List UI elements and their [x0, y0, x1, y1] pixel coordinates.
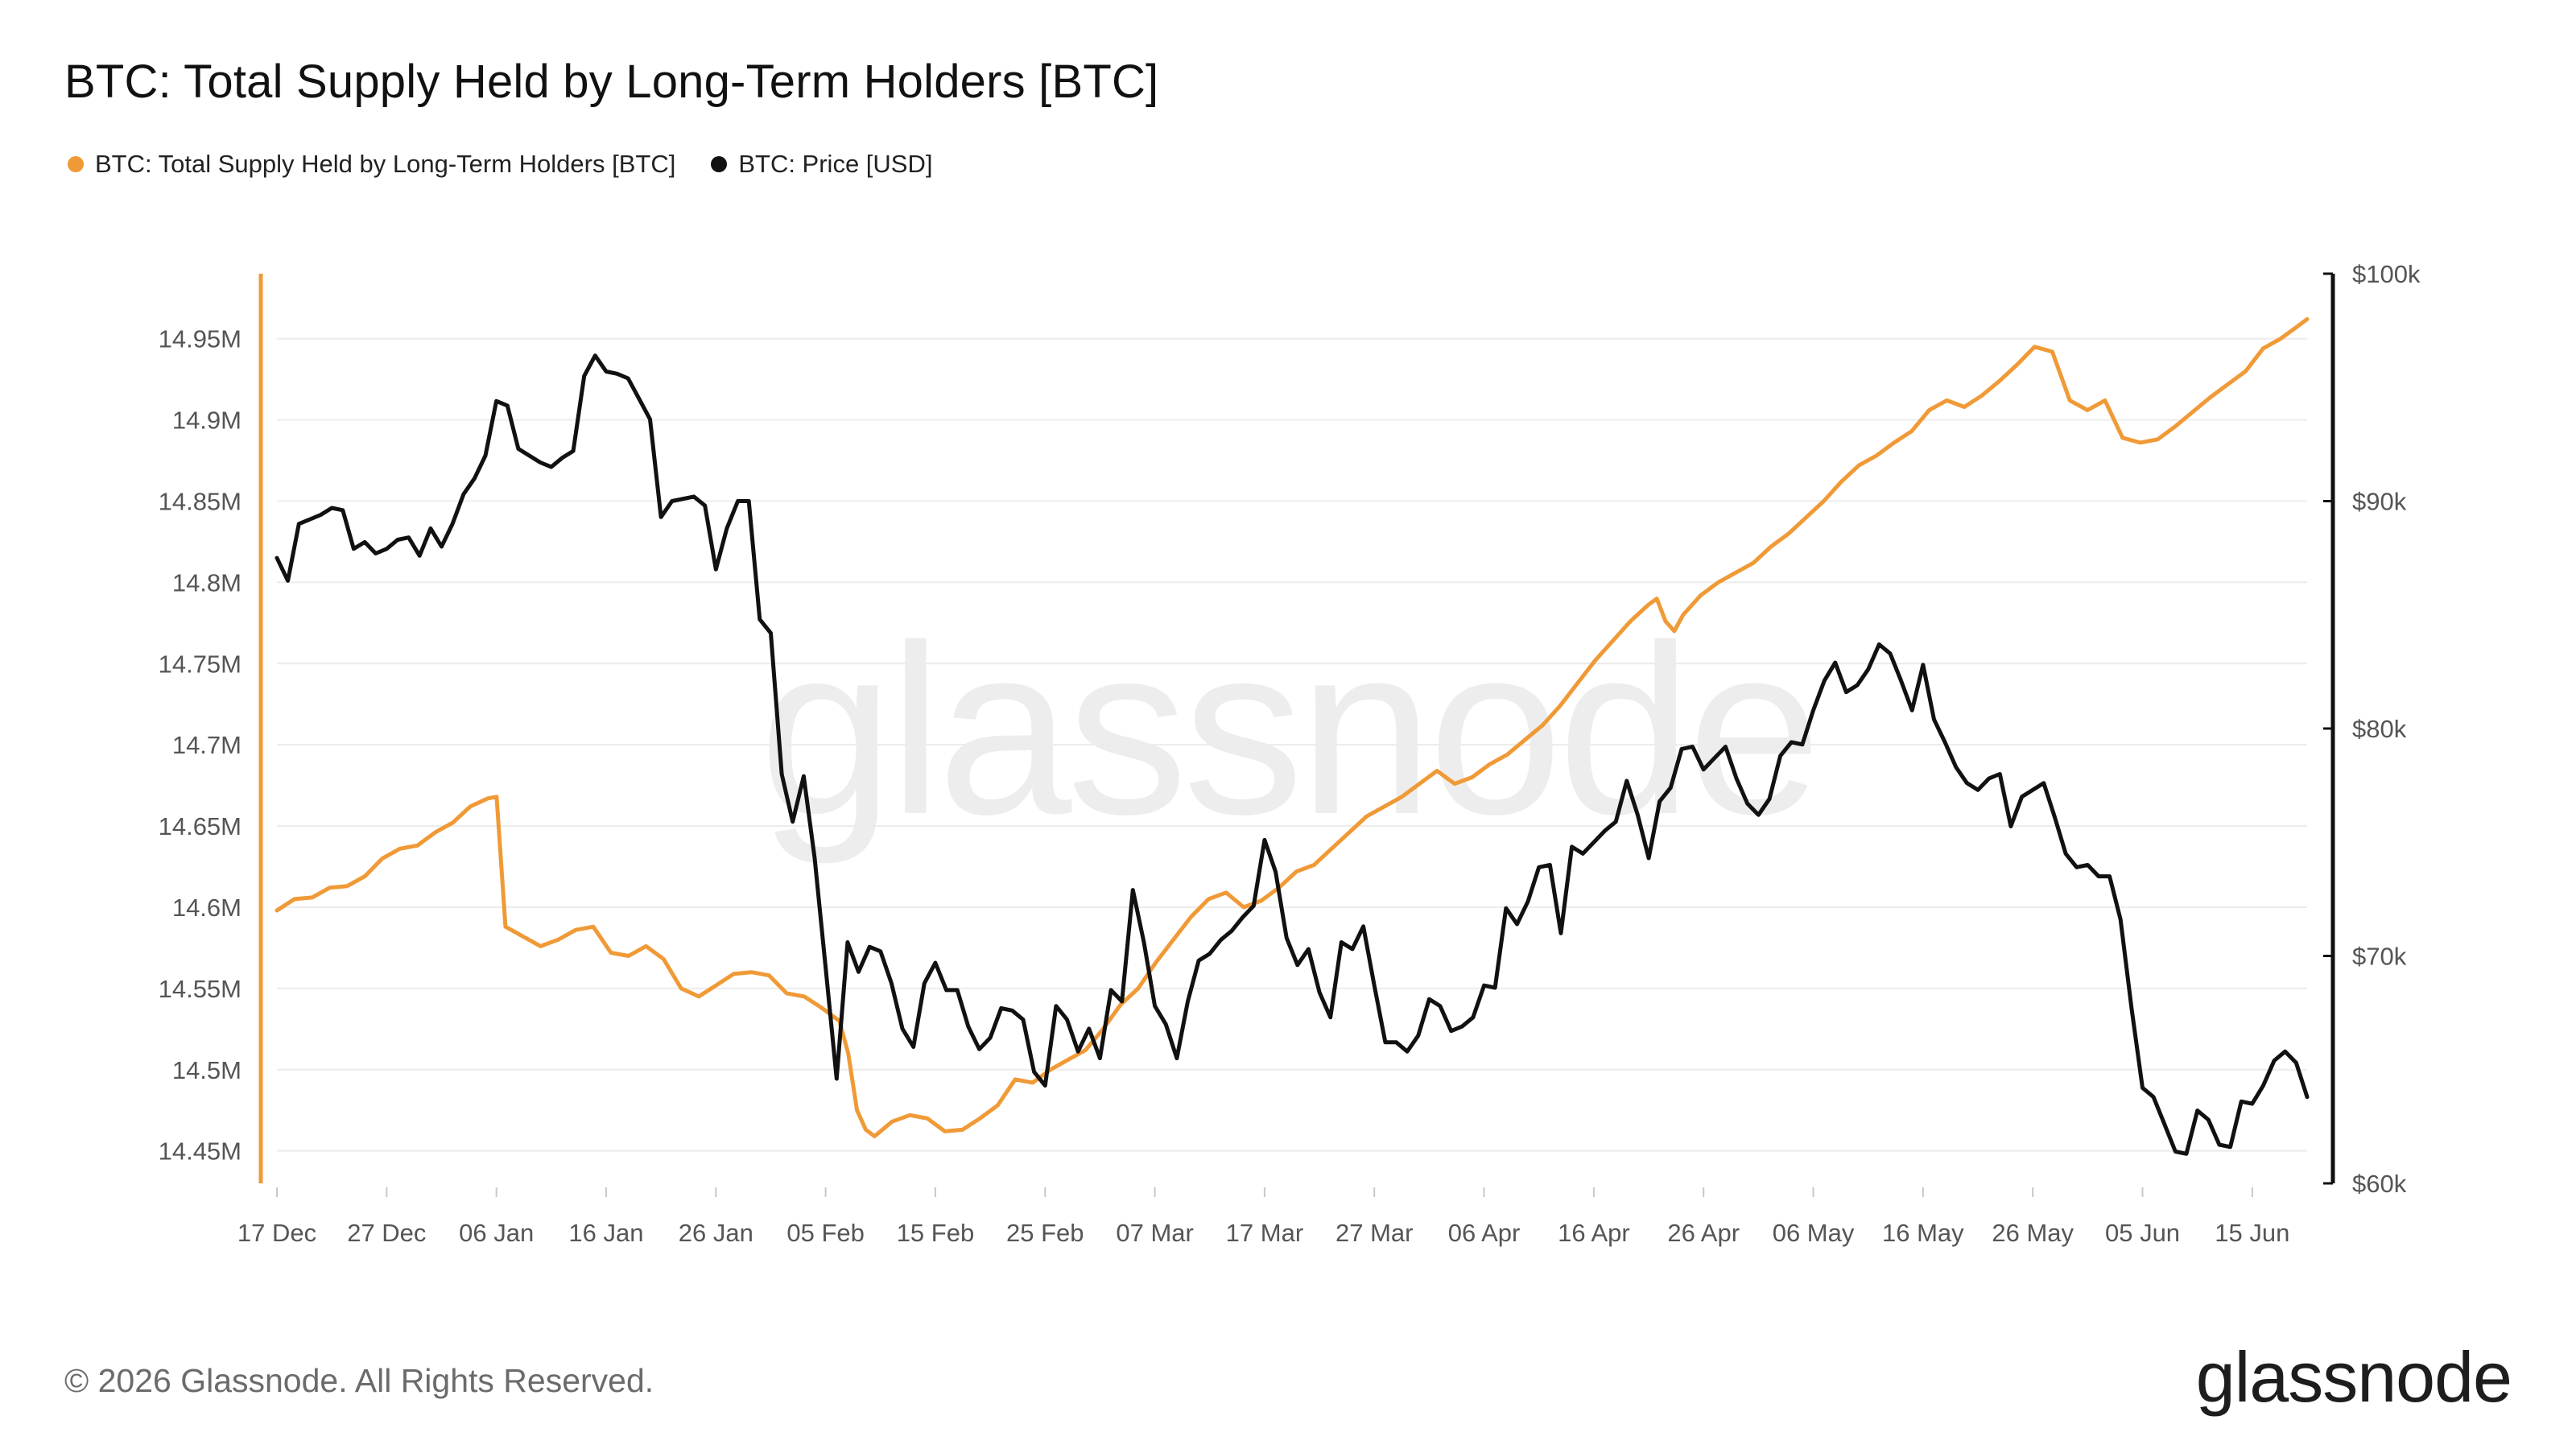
x-tick-label: 17 Mar — [1226, 1219, 1303, 1247]
copyright-text: © 2026 Glassnode. All Rights Reserved. — [64, 1362, 654, 1399]
x-tick-label: 06 May — [1773, 1219, 1855, 1247]
x-tick-label: 06 Jan — [459, 1219, 534, 1247]
legend-item-price[interactable]: BTC: Price [USD] — [711, 150, 932, 179]
x-tick-label: 26 Apr — [1667, 1219, 1740, 1247]
series-line-price — [275, 353, 2310, 1156]
left-tick-label: 14.85M — [159, 488, 242, 516]
right-tick-label: $90k — [2352, 488, 2407, 516]
x-tick-label: 16 Apr — [1558, 1219, 1630, 1247]
x-tick-label: 26 May — [1992, 1219, 2074, 1247]
x-tick-label: 25 Feb — [1006, 1219, 1084, 1247]
left-tick-label: 14.7M — [172, 731, 242, 759]
x-tick-label: 26 Jan — [679, 1219, 753, 1247]
chart-legend: BTC: Total Supply Held by Long-Term Hold… — [68, 150, 932, 179]
x-tick-label: 16 May — [1882, 1219, 1964, 1247]
watermark: glassnode — [759, 594, 1822, 866]
left-tick-label: 14.8M — [172, 568, 242, 597]
left-tick-label: 14.5M — [172, 1056, 242, 1084]
legend-label-lth-supply: BTC: Total Supply Held by Long-Term Hold… — [95, 150, 676, 178]
legend-dot-orange — [68, 156, 84, 172]
left-tick-label: 14.65M — [159, 812, 242, 840]
left-tick-label: 14.6M — [172, 894, 242, 922]
x-tick-label: 17 Dec — [237, 1219, 316, 1247]
chart-title: BTC: Total Supply Held by Long-Term Hold… — [64, 56, 1159, 108]
x-tick-label: 15 Feb — [897, 1219, 975, 1247]
left-tick-label: 14.95M — [159, 325, 242, 353]
x-tick-label: 15 Jun — [2215, 1219, 2289, 1247]
chart-grid — [277, 337, 2307, 1152]
left-tick-label: 14.9M — [172, 407, 242, 435]
legend-item-lth-supply[interactable]: BTC: Total Supply Held by Long-Term Hold… — [68, 150, 675, 179]
x-tick-label: 05 Feb — [786, 1219, 865, 1247]
right-tick-label: $100k — [2352, 260, 2421, 288]
x-tick-label: 16 Jan — [568, 1219, 643, 1247]
x-tick-label: 05 Jun — [2105, 1219, 2180, 1247]
x-tick-label: 07 Mar — [1116, 1219, 1193, 1247]
legend-label-price: BTC: Price [USD] — [738, 150, 933, 178]
x-tick-label: 27 Dec — [347, 1219, 426, 1247]
left-y-axis: 14.45M 14.5M 14.55M 14.6M 14.65M 14.7M 14.75M 1… — [159, 274, 263, 1183]
x-axis: 17 Dec 27 Dec 06 Jan 16 Jan 26 Jan 05 Feb 15 F… — [237, 1187, 2289, 1247]
watermark-text: glassnode — [759, 594, 1817, 866]
x-tick-label: 27 Mar — [1335, 1219, 1413, 1247]
x-tick-label: 06 Apr — [1448, 1219, 1521, 1247]
chart-series — [275, 317, 2310, 1156]
right-tick-label: $60k — [2352, 1170, 2407, 1198]
right-tick-label: $70k — [2352, 943, 2407, 971]
series-line-lth-supply — [275, 317, 2310, 1138]
glassnode-logo: glassnode — [2195, 1337, 2512, 1417]
left-tick-label: 14.55M — [159, 975, 242, 1003]
legend-dot-black — [711, 156, 728, 172]
left-tick-label: 14.75M — [159, 650, 242, 678]
left-tick-label: 14.45M — [159, 1137, 242, 1166]
right-tick-label: $80k — [2352, 715, 2407, 743]
right-y-axis: $60k $70k $80k $90k $100k — [2323, 260, 2421, 1198]
